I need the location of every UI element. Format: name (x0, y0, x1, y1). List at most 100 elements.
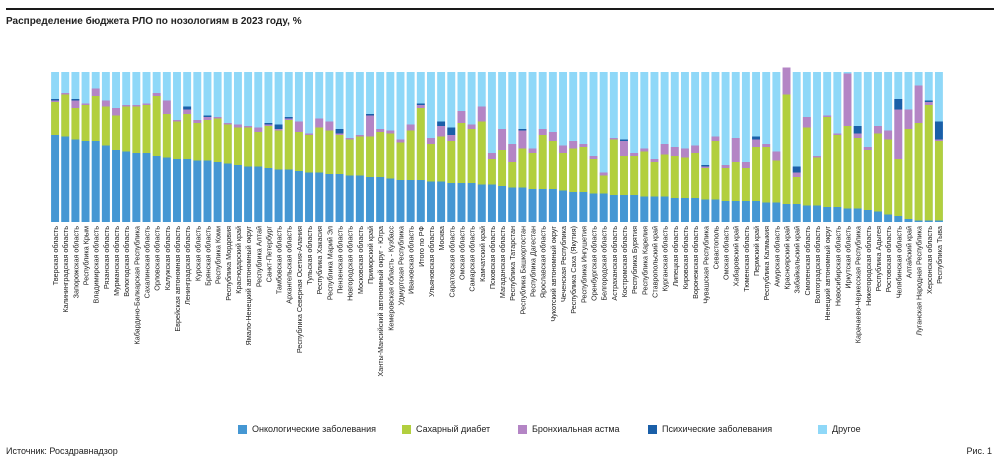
x-tick-label: Ставропольский край (650, 226, 659, 298)
x-tick-label: Омская область (722, 226, 731, 280)
bar-segment-asthma (843, 73, 852, 126)
x-tick-label: Херсонская область (925, 226, 934, 294)
x-tick-label: Вологодская область (122, 226, 131, 297)
x-tick-label: Республика Северная Осетия-Алания (295, 226, 304, 353)
bar-segment-oncology (457, 183, 466, 222)
x-tick-label: Республика Адыгея (874, 226, 883, 292)
bar-segment-other (741, 72, 750, 222)
bar-segment-diabetes (386, 133, 395, 179)
bar-segment-diabetes (467, 129, 476, 183)
x-tick-label: Республика Бурятия (630, 226, 639, 294)
x-tick-label: Чувашская Республика (701, 226, 710, 304)
bar-group (884, 72, 893, 222)
bar-segment-diabetes (132, 106, 141, 153)
bar-group (518, 72, 527, 222)
bar-segment-diabetes (244, 127, 253, 167)
bar-segment-diabetes (914, 123, 923, 221)
bar-segment-diabetes (874, 133, 882, 212)
bar-segment-mental (447, 127, 456, 135)
x-tick-label: Амурская область (772, 226, 781, 287)
bar-group (284, 72, 293, 222)
bar-group (538, 72, 547, 222)
bar-group (325, 72, 334, 222)
bar-segment-other (792, 72, 801, 222)
x-tick-label: Еврейская автономная область (173, 226, 182, 332)
bar-segment-mental (924, 100, 933, 102)
bar-group (843, 72, 852, 222)
bar-segment-diabetes (173, 121, 181, 159)
bar-segment-diabetes (579, 147, 588, 192)
bar-segment-oncology (782, 204, 791, 222)
bar-group (792, 72, 801, 222)
x-tick-label: Камчатский край (478, 226, 487, 282)
bar-segment-asthma (325, 121, 334, 131)
bar-segment-oncology (203, 160, 212, 222)
legend-label: Бронхиальная астма (532, 424, 620, 434)
bar-segment-oncology (894, 216, 903, 222)
x-tick-label: Липецкая область (671, 226, 680, 287)
bar-segment-diabetes (559, 153, 567, 191)
x-tick-label: Орловская область (153, 226, 162, 291)
bar-segment-oncology (294, 171, 303, 222)
bar-segment-other (650, 72, 659, 222)
bar-segment-mental (264, 123, 273, 125)
bar-segment-diabetes (609, 139, 618, 195)
bar-segment-oncology (934, 220, 943, 222)
bar-group (701, 72, 710, 222)
bar-segment-diabetes (528, 153, 537, 189)
bar-group (427, 72, 435, 222)
bar-group (162, 72, 171, 222)
x-tick-label: Курганская область (661, 226, 670, 292)
bar-segment-diabetes (711, 141, 720, 200)
x-tick-label: Пензенская область (336, 226, 345, 294)
bar-segment-asthma (559, 145, 567, 153)
legend-label: Другое (832, 424, 861, 434)
bar-group (721, 72, 730, 222)
bar-segment-diabetes (396, 142, 405, 180)
bar-segment-oncology (701, 199, 710, 222)
bar-segment-asthma (874, 126, 882, 134)
bar-segment-mental (853, 126, 862, 134)
bar-group (183, 72, 192, 222)
bar-segment-diabetes (91, 96, 100, 141)
bar-group (589, 72, 598, 222)
bar-segment-mental (701, 165, 710, 167)
bar-segment-oncology (498, 186, 507, 222)
bar-segment-oncology (406, 180, 415, 222)
bar-segment-diabetes (447, 141, 456, 183)
bar-segment-oncology (467, 183, 476, 222)
bar-segment-diabetes (731, 162, 740, 201)
x-tick-label: Ростовская область (884, 226, 893, 293)
bar-segment-asthma (782, 67, 791, 95)
bar-segment-asthma (264, 124, 273, 126)
bar-segment-asthma (853, 133, 862, 138)
bar-group (477, 72, 486, 222)
bar-segment-mental (51, 99, 60, 101)
bar-segment-oncology (447, 183, 456, 222)
bar-segment-asthma (518, 130, 527, 149)
bar-segment-oncology (193, 160, 202, 222)
bar-segment-diabetes (741, 168, 750, 201)
x-tick-label: Волгоградская область (813, 226, 822, 304)
bar-segment-oncology (487, 184, 496, 222)
bar-segment-asthma (894, 109, 903, 159)
bar-group (630, 72, 639, 222)
bar-segment-asthma (680, 148, 689, 158)
legend-swatch (648, 424, 657, 434)
bar-segment-asthma (620, 141, 628, 156)
bar-group (863, 72, 872, 222)
x-tick-label: Тюменская область (742, 226, 751, 292)
bar-segment-diabetes (345, 139, 354, 176)
bar-segment-diabetes (894, 159, 903, 216)
bar-segment-asthma (721, 165, 730, 168)
bar-segment-asthma (691, 145, 700, 153)
x-tick-label: Чеченская Республика (559, 226, 568, 302)
bar-group (559, 72, 567, 222)
bar-segment-mental (620, 139, 628, 141)
figure-label: Рис. 1 (966, 446, 992, 456)
bar-segment-other (630, 72, 639, 222)
x-tick-label: Владимирская область (92, 226, 101, 304)
x-tick-label: Мурманская область (112, 226, 121, 296)
x-tick-label: Калужская область (163, 226, 172, 291)
bar-segment-oncology (884, 214, 893, 222)
